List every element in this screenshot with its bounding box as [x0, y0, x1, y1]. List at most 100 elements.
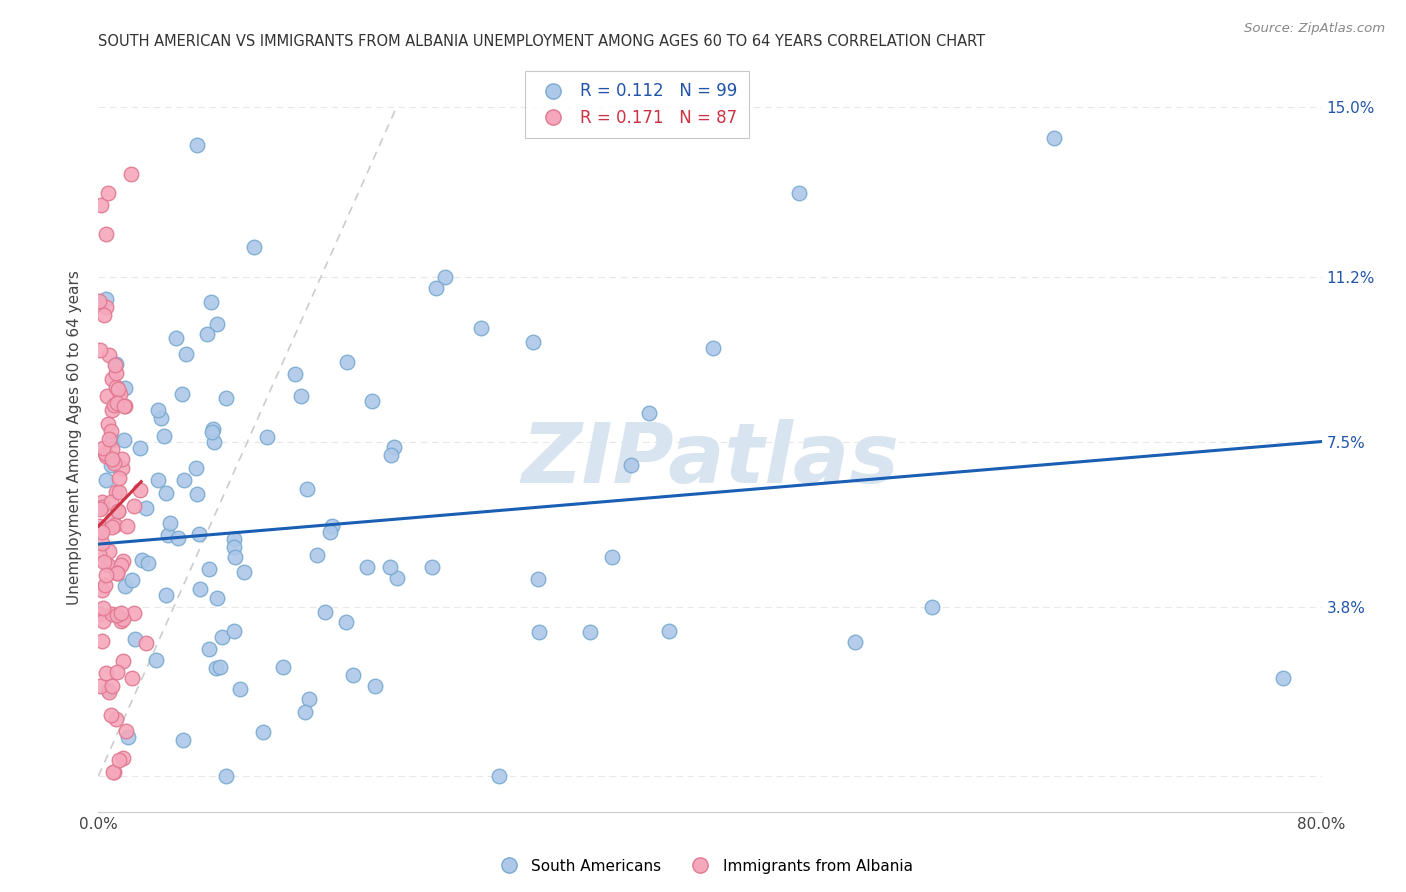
Point [433, 269, 456, 284]
Point [108, 484, 131, 499]
Point [205, 591, 228, 605]
Point [271, 660, 294, 674]
Point [87, 547, 110, 561]
Point [209, 660, 232, 674]
Point [100, 495, 122, 509]
Point [117, 731, 139, 745]
Point [382, 440, 405, 454]
Point [97, 682, 120, 697]
Point [91, 500, 114, 515]
Point [202, 434, 225, 449]
Point [201, 422, 224, 436]
Point [198, 641, 221, 656]
Point [114, 399, 136, 413]
Point [488, 769, 510, 783]
Point [155, 588, 177, 602]
Point [103, 764, 125, 779]
Point [121, 671, 143, 685]
Point [844, 635, 866, 649]
Point [111, 554, 134, 568]
Point [172, 733, 194, 747]
Point [103, 764, 125, 779]
Point [314, 606, 336, 620]
Point [100, 402, 122, 417]
Point [335, 615, 357, 629]
Point [100, 607, 122, 622]
Point [298, 692, 321, 706]
Point [211, 630, 233, 644]
Point [100, 458, 122, 473]
Point [101, 372, 124, 386]
Point [233, 566, 256, 580]
Point [173, 473, 195, 487]
Point [94, 449, 117, 463]
Point [186, 461, 208, 475]
Point [100, 520, 122, 534]
Point [149, 411, 172, 425]
Text: Source: ZipAtlas.com: Source: ZipAtlas.com [1244, 22, 1385, 36]
Point [110, 614, 132, 628]
Point [146, 403, 169, 417]
Point [94, 447, 117, 461]
Point [107, 665, 129, 680]
Point [111, 655, 134, 669]
Point [103, 398, 125, 412]
Point [243, 240, 266, 254]
Point [190, 582, 212, 597]
Point [321, 519, 343, 533]
Point [115, 724, 138, 739]
Point [94, 292, 117, 306]
Point [94, 473, 117, 487]
Point [207, 318, 229, 332]
Point [89, 679, 111, 693]
Point [90, 198, 112, 212]
Point [380, 448, 402, 462]
Point [305, 548, 328, 562]
Point [105, 357, 128, 371]
Point [197, 327, 219, 342]
Point [222, 624, 245, 639]
Point [91, 536, 114, 550]
Point [105, 608, 128, 623]
Point [702, 341, 724, 355]
Point [385, 571, 408, 585]
Point [94, 227, 117, 242]
Point [294, 705, 316, 719]
Point [112, 612, 135, 626]
Point [91, 442, 114, 456]
Point [380, 560, 402, 574]
Point [290, 389, 312, 403]
Text: SOUTH AMERICAN VS IMMIGRANTS FROM ALBANIA UNEMPLOYMENT AMONG AGES 60 TO 64 YEARS: SOUTH AMERICAN VS IMMIGRANTS FROM ALBANI… [98, 34, 986, 49]
Point [98, 348, 121, 362]
Point [186, 137, 208, 152]
Point [252, 725, 274, 739]
Point [101, 514, 124, 528]
Point [522, 335, 544, 350]
Point [200, 294, 222, 309]
Point [1272, 671, 1295, 685]
Point [120, 167, 142, 181]
Point [104, 517, 127, 532]
Point [105, 396, 128, 410]
Point [94, 578, 117, 592]
Point [170, 386, 193, 401]
Point [637, 406, 659, 420]
Point [94, 446, 117, 460]
Point [114, 381, 136, 395]
Point [91, 634, 114, 648]
Legend: R = 0.112   N = 99, R = 0.171   N = 87: R = 0.112 N = 99, R = 0.171 N = 87 [524, 70, 748, 138]
Point [110, 606, 132, 620]
Point [284, 368, 307, 382]
Point [94, 567, 117, 582]
Point [176, 347, 198, 361]
Legend: South Americans, Immigrants from Albania: South Americans, Immigrants from Albania [486, 853, 920, 880]
Point [198, 562, 221, 576]
Point [98, 432, 121, 446]
Point [100, 424, 122, 438]
Point [295, 482, 318, 496]
Point [201, 425, 224, 440]
Point [91, 614, 114, 628]
Point [105, 566, 128, 581]
Point [124, 632, 146, 646]
Point [420, 560, 443, 574]
